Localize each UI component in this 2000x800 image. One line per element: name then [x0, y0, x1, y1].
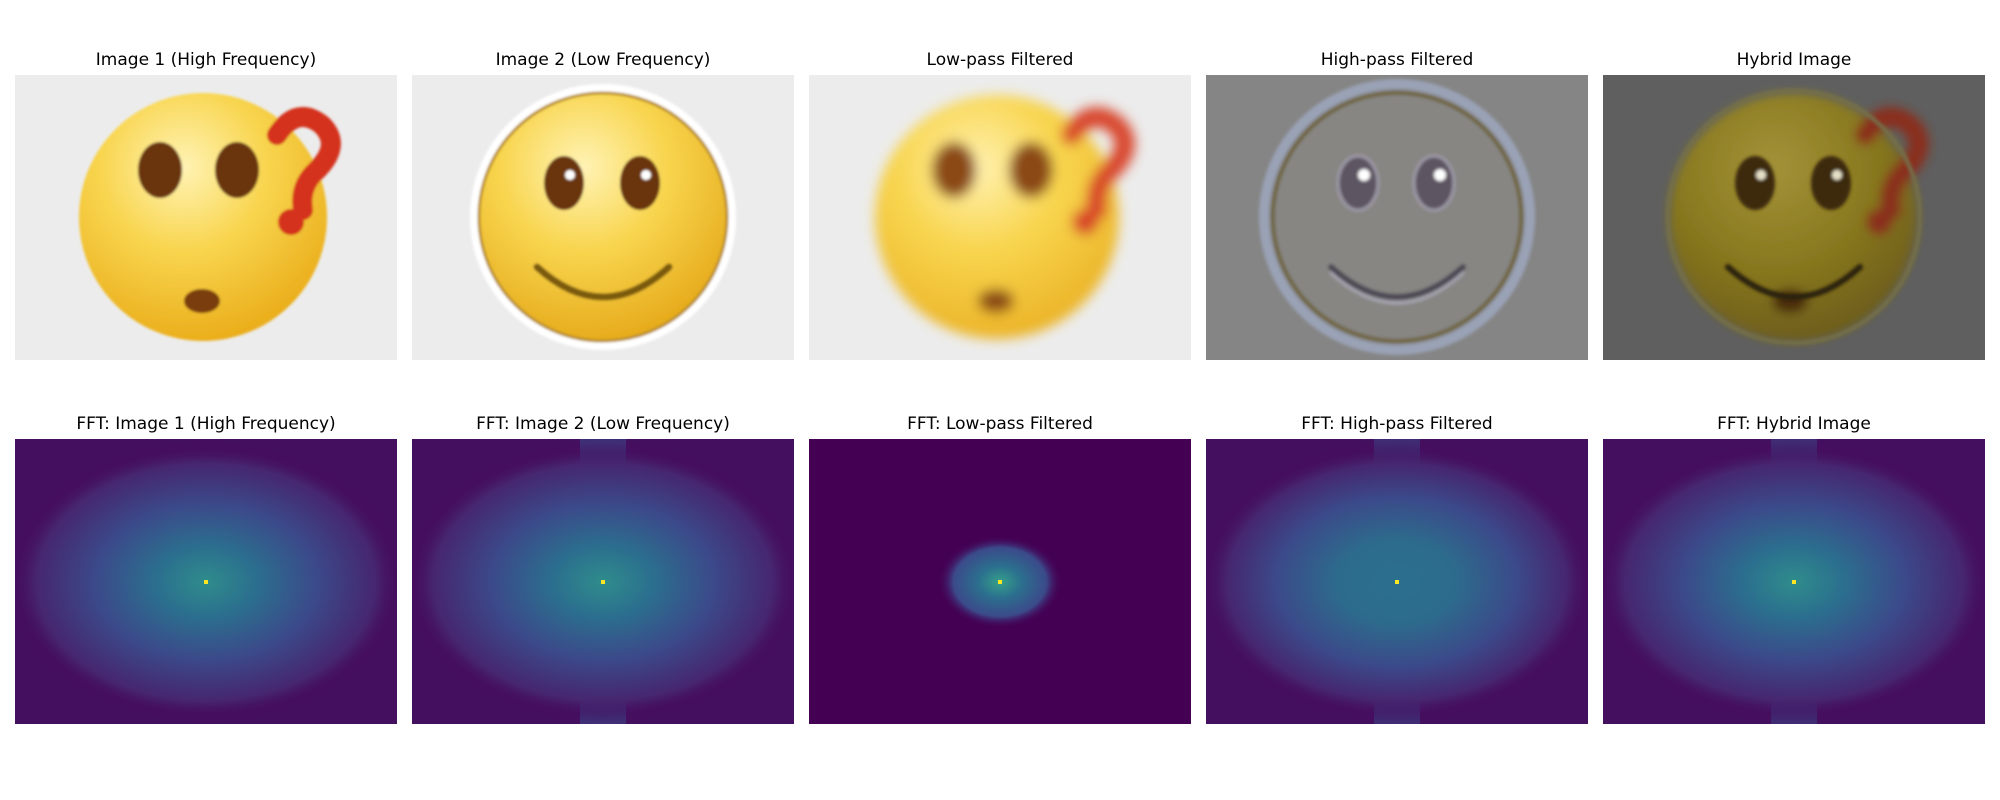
fft-highpass-panel — [1206, 439, 1588, 724]
fft-title-image2: FFT: Image 2 (Low Frequency) — [476, 414, 730, 434]
fft-spectrum-lowpass — [809, 439, 1191, 724]
lowpass-panel — [809, 75, 1191, 360]
image1-panel — [15, 75, 397, 360]
fft-spectrum-image2 — [412, 439, 794, 724]
fft-title-highpass: FFT: High-pass Filtered — [1301, 414, 1493, 434]
image2-panel — [412, 75, 794, 360]
fft-image1-panel — [15, 439, 397, 724]
fft-image2-panel — [412, 439, 794, 724]
confused-emoji-image — [15, 75, 397, 360]
panel-title-lowpass: Low-pass Filtered — [926, 50, 1074, 70]
panel-title-hybrid: Hybrid Image — [1736, 50, 1852, 70]
hybrid-panel — [1603, 75, 1985, 360]
highpass-panel — [1206, 75, 1588, 360]
fft-spectrum-image1 — [15, 439, 397, 724]
fft-hybrid-panel — [1603, 439, 1985, 724]
fft-lowpass-panel — [809, 439, 1191, 724]
smiley-emoji-image — [412, 75, 794, 360]
fft-title-image1: FFT: Image 1 (High Frequency) — [76, 414, 336, 434]
panel-title-image2: Image 2 (Low Frequency) — [495, 50, 711, 70]
panel-title-highpass: High-pass Filtered — [1320, 50, 1474, 70]
fft-spectrum-hybrid — [1603, 439, 1985, 724]
fft-spectrum-highpass — [1206, 439, 1588, 724]
highpass-filtered-image — [1206, 75, 1588, 360]
panel-title-image1: Image 1 (High Frequency) — [95, 50, 317, 70]
hybrid-image — [1603, 75, 1985, 360]
fft-title-lowpass: FFT: Low-pass Filtered — [907, 414, 1093, 434]
fft-title-hybrid: FFT: Hybrid Image — [1717, 414, 1871, 434]
lowpass-filtered-image — [809, 75, 1191, 360]
